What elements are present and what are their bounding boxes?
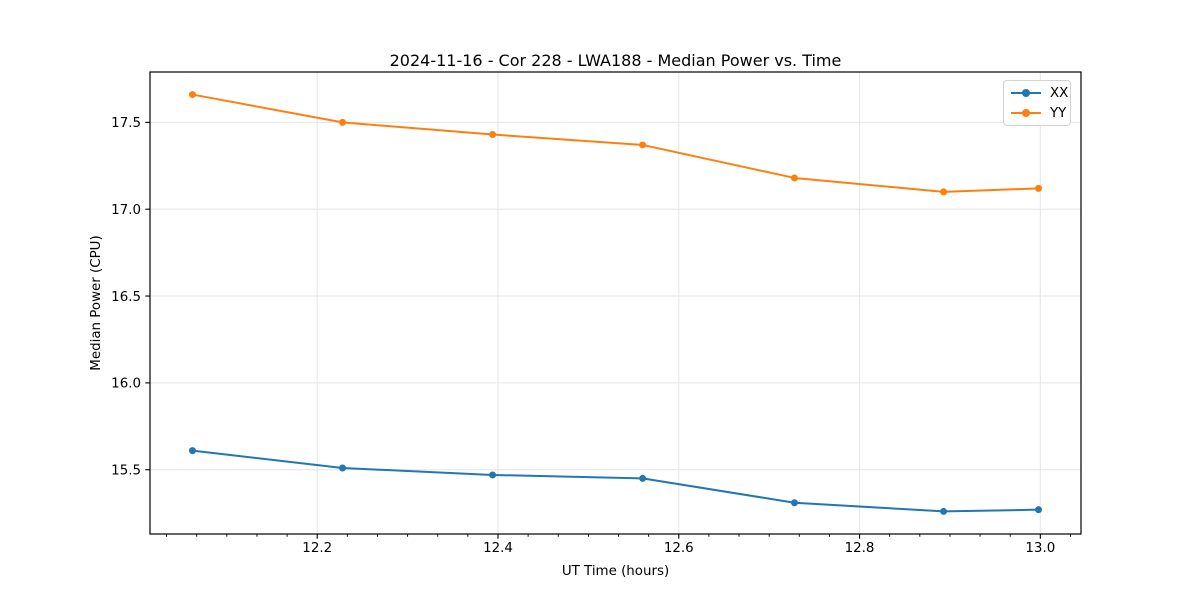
x-tick-label: 12.4: [483, 541, 513, 556]
series-yy-line: [191, 93, 1040, 193]
legend-label: YY: [1050, 105, 1067, 121]
legend-item-xx: XX: [1011, 83, 1068, 103]
series-xx-marker: [639, 474, 647, 482]
series-yy-marker: [1035, 184, 1043, 192]
series-xx-marker: [188, 447, 196, 455]
series-xx-marker: [790, 499, 798, 507]
y-tick-label: 15.5: [111, 464, 141, 479]
legend-line-marker-icon: [1011, 109, 1041, 117]
series-xx-line: [191, 449, 1040, 513]
y-tick-label: 17.5: [111, 116, 141, 131]
series-xx-marker: [339, 464, 347, 472]
series-yy-marker: [790, 174, 798, 182]
series-yy-marker: [940, 188, 948, 196]
legend-label: XX: [1050, 85, 1069, 101]
y-tick-label: 16.5: [111, 290, 141, 305]
legend-line-marker-icon: [1011, 89, 1041, 97]
series-yy-marker: [339, 118, 347, 126]
x-tick-label: 12.8: [845, 541, 875, 556]
legend: XX YY: [1003, 80, 1071, 126]
x-tick-label: 12.2: [302, 541, 332, 556]
y-tick-label: 17.0: [111, 203, 141, 218]
series-xx-marker: [489, 471, 497, 479]
series-xx-marker: [940, 507, 948, 515]
x-tick-label: 12.6: [664, 541, 694, 556]
series-yy-marker: [188, 91, 196, 99]
plot-border: [149, 71, 1082, 535]
series-yy-marker: [489, 131, 497, 139]
chart-title: 2024-11-16 - Cor 228 - LWA188 - Median P…: [390, 51, 842, 70]
y-tick-label: 16.0: [111, 377, 141, 392]
x-tick-label: 13.0: [1025, 541, 1055, 556]
y-axis-label: Median Power (CPU): [89, 235, 104, 370]
legend-item-yy: YY: [1011, 103, 1067, 123]
series-yy-marker: [639, 141, 647, 149]
x-axis-label: UT Time (hours): [562, 564, 669, 579]
series-xx-marker: [1035, 506, 1043, 514]
